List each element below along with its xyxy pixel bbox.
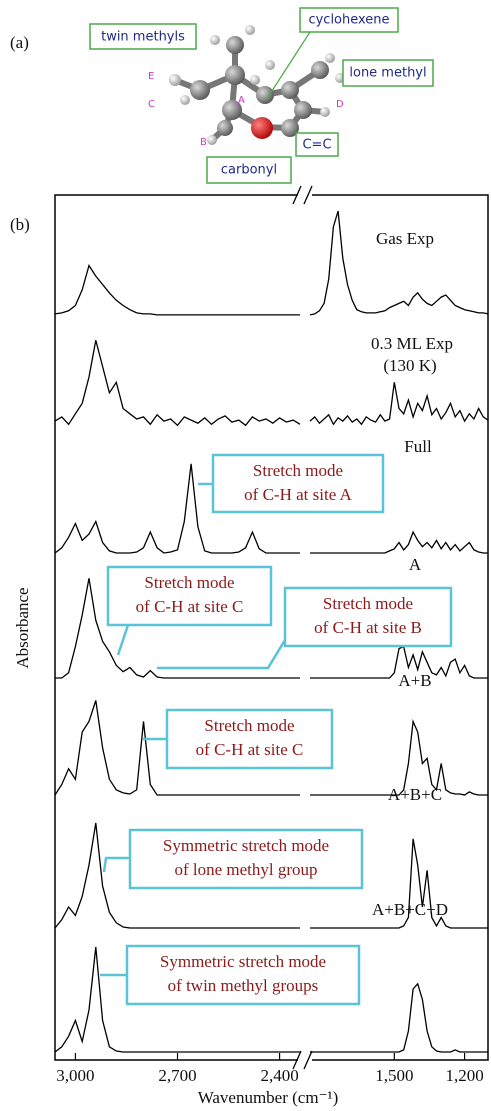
callout-text: of C-H at site B: [314, 618, 422, 637]
group-label: C=C: [302, 138, 331, 153]
group-label: twin methyls: [101, 30, 185, 45]
spectrum-line: [55, 578, 300, 679]
callout-text: Symmetric stretch mode: [163, 836, 329, 855]
callout-box: [128, 828, 364, 890]
callout-text: of C-H at site A: [244, 485, 352, 504]
panel-label: (a): [10, 33, 29, 52]
spectrum-line: [54, 946, 300, 1053]
spectrum-line: [310, 838, 488, 929]
series-label: A: [409, 555, 422, 574]
callout-box: [106, 565, 273, 627]
spectrum-line: [309, 382, 489, 426]
y-axis-label: Absorbance: [13, 587, 32, 668]
atom-label: A: [238, 95, 245, 106]
axis-break: [292, 185, 313, 1070]
group-boxes: [89, 7, 434, 184]
atom-label: C: [148, 99, 155, 110]
spectrum-line: [309, 210, 489, 316]
callout-text: of C-H at site C: [136, 597, 244, 616]
spectrum-line: [54, 700, 300, 796]
atoms: [169, 25, 345, 145]
callout-text: Symmetric stretch mode: [160, 952, 326, 971]
callout-connector: [102, 856, 130, 873]
group-label: lone methyl: [349, 66, 426, 81]
callout-box: [283, 586, 453, 648]
spectrum-line: [310, 982, 488, 1053]
atom-label: E: [148, 71, 154, 82]
x-tick-label: 2,400: [260, 1066, 298, 1085]
x-axis-label: Wavenumber (cm⁻¹): [198, 1088, 339, 1107]
callout-text: Stretch mode: [253, 461, 343, 480]
series-label: A+B: [398, 671, 431, 690]
spectrum-line: [54, 822, 300, 929]
callout-box: [125, 944, 361, 1006]
callout-text: Stretch mode: [323, 594, 413, 613]
series-label: 0.3 ML Exp: [371, 334, 453, 353]
callout-box: [165, 708, 334, 770]
callout-text: of twin methyl groups: [168, 976, 319, 995]
series-label: A+B+C: [388, 785, 442, 804]
atom-label: D: [336, 99, 344, 110]
series-label: Gas Exp: [376, 229, 434, 248]
callout-box: [211, 453, 385, 514]
spectrum-line: [310, 530, 488, 554]
callout-text: of C-H at site C: [196, 740, 304, 759]
spectrum-line: [54, 340, 301, 427]
callout-text: Stretch mode: [144, 573, 234, 592]
plot-frame: [54, 194, 489, 1061]
group-label: cyclohexene: [308, 13, 389, 28]
x-tick-label: 1,500: [375, 1066, 413, 1085]
series-label: A+B+C+D: [372, 900, 448, 919]
callout-connector: [157, 639, 287, 670]
x-tick-label: 1,200: [445, 1066, 483, 1085]
callout-text: of lone methyl group: [174, 860, 317, 879]
spectrum-line: [310, 719, 488, 796]
group-label: carbonyl: [221, 163, 277, 178]
series-subtitle: (130 K): [383, 356, 436, 375]
connector: [267, 31, 311, 98]
callout-text: Stretch mode: [204, 716, 294, 735]
spectrum-line: [310, 645, 488, 679]
x-tick-label: 2,700: [158, 1066, 196, 1085]
x-tick-label: 3,000: [56, 1066, 94, 1085]
panel-label: (b): [10, 215, 30, 234]
series-label: Full: [404, 437, 432, 456]
callout-connector: [116, 624, 130, 656]
spectrum-line: [54, 264, 300, 316]
spectrum-line: [54, 463, 300, 554]
atom-label: B: [200, 137, 207, 148]
